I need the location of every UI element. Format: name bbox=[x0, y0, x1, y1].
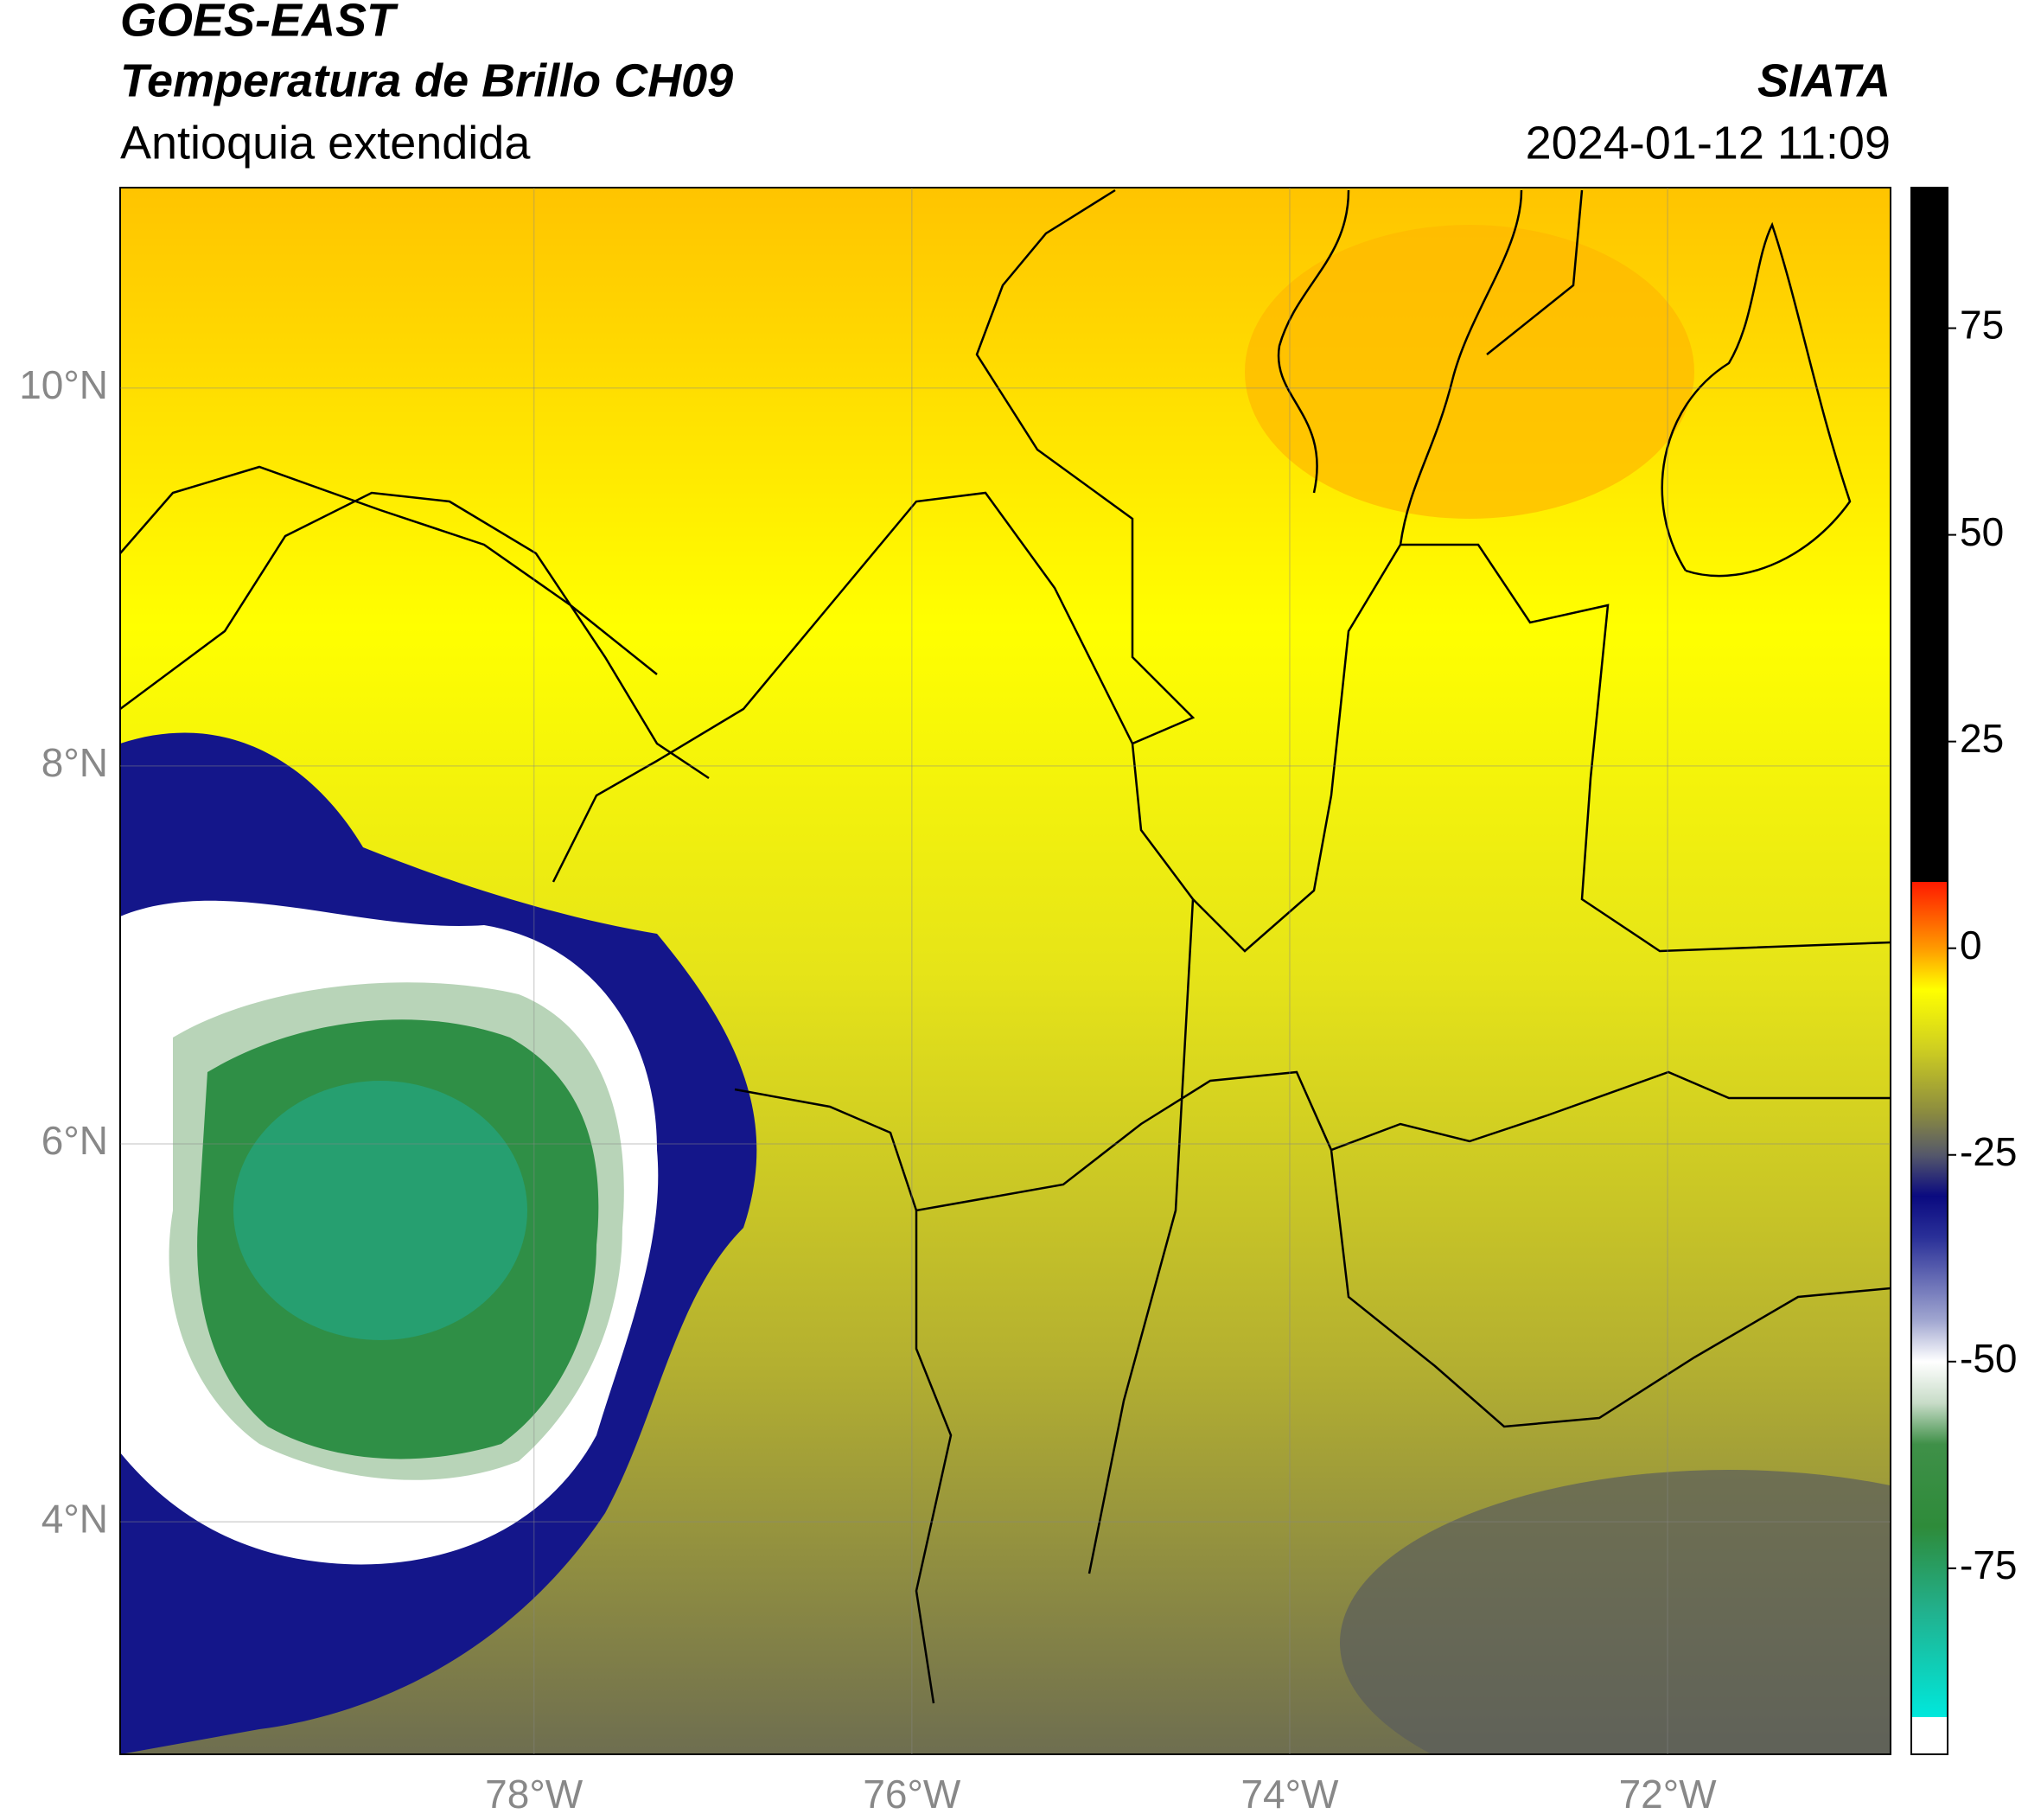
x-tick-label: 76°W bbox=[863, 1772, 961, 1816]
colorbar-tick-label: -75 bbox=[1960, 1542, 2017, 1587]
colorbar-tick-label: -25 bbox=[1960, 1129, 2017, 1174]
cloud-core bbox=[233, 1081, 527, 1340]
x-tick-label: 74°W bbox=[1240, 1772, 1339, 1816]
y-tick-label: 6°N bbox=[41, 1118, 108, 1163]
y-tick-label: 8°N bbox=[41, 740, 108, 785]
x-tick-label: 72°W bbox=[1619, 1772, 1718, 1816]
y-tick-label: 4°N bbox=[41, 1496, 108, 1541]
cool-area bbox=[1340, 1470, 1891, 1754]
colorbar-tick-label: 75 bbox=[1960, 303, 2004, 348]
title: GOES-EAST bbox=[120, 0, 399, 46]
datetime: 2024-01-12 11:09 bbox=[1526, 117, 1891, 169]
map-image bbox=[120, 188, 1891, 1754]
y-tick-label: 10°N bbox=[19, 362, 108, 407]
map-frame bbox=[119, 187, 1891, 1755]
x-tick-label: 78°W bbox=[485, 1772, 584, 1816]
colorbar-tick-label: 25 bbox=[1960, 716, 2004, 761]
subtitle: Temperatura de Brillo CH09 bbox=[120, 54, 733, 106]
warm-area bbox=[1245, 225, 1694, 519]
colorbar-tick-label: -50 bbox=[1960, 1336, 2017, 1381]
colorbar-tick-label: 0 bbox=[1960, 923, 1982, 967]
region: Antioquia extendida bbox=[120, 117, 531, 169]
colorbar-frame bbox=[1910, 187, 1948, 1755]
source: SIATA bbox=[1757, 54, 1891, 106]
colorbar-tick-label: 50 bbox=[1960, 509, 2004, 554]
colorbar bbox=[1911, 188, 1948, 1754]
